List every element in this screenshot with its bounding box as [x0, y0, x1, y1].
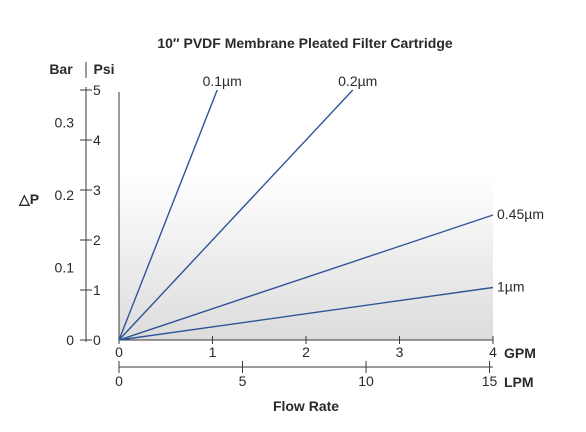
x2-tick-label: 0 — [115, 373, 123, 389]
plot-background — [119, 175, 493, 340]
y-tick-label: 1 — [93, 282, 101, 298]
series-label: 1µm — [497, 279, 525, 295]
series-label: 0.2µm — [338, 73, 377, 89]
series-label: 0.1µm — [203, 73, 242, 89]
series-line — [118, 89, 354, 341]
x-tick-label: 3 — [396, 344, 404, 360]
y-tick-label: 4 — [93, 132, 101, 148]
y-tick-label: 5 — [93, 82, 101, 98]
y-tick-label: 2 — [93, 232, 101, 248]
y2-tick-label: 0.1 — [55, 259, 75, 275]
series-layer: 0.1µm 0.2µm 0.45µm 1µm — [118, 73, 544, 341]
x-axis-label: Flow Rate — [273, 398, 339, 414]
series-label: 0.45µm — [497, 206, 544, 222]
x2-tick-label: 15 — [482, 373, 498, 389]
y2-unit-label: Bar — [49, 61, 73, 77]
chart-title: 10″ PVDF Membrane Pleated Filter Cartrid… — [157, 35, 453, 51]
x-unit-label: GPM — [504, 345, 536, 361]
y-tick-label: 0 — [93, 332, 101, 348]
x-tick-label: 1 — [209, 344, 217, 360]
ticks-layer: 0 1 2 3 4 0 5 10 15 0 1 2 3 4 5 0 0.1 0.2 0.3 — [55, 82, 498, 389]
series-line — [118, 286, 494, 341]
y2-tick-label: 0 — [66, 332, 74, 348]
y-tick-label: 3 — [93, 182, 101, 198]
y2-tick-label: 0.2 — [55, 187, 75, 203]
y-axis-label: △P — [18, 191, 39, 207]
x-tick-label: 2 — [302, 344, 310, 360]
x-tick-label: 0 — [115, 344, 123, 360]
x2-tick-label: 5 — [239, 373, 247, 389]
x2-tick-label: 10 — [358, 373, 374, 389]
x2-unit-label: LPM — [504, 374, 534, 390]
series-line — [118, 89, 218, 341]
y2-tick-label: 0.3 — [55, 114, 75, 130]
x-tick-label: 4 — [489, 344, 497, 360]
series-line — [118, 214, 494, 341]
y-unit-label: Psi — [93, 61, 114, 77]
